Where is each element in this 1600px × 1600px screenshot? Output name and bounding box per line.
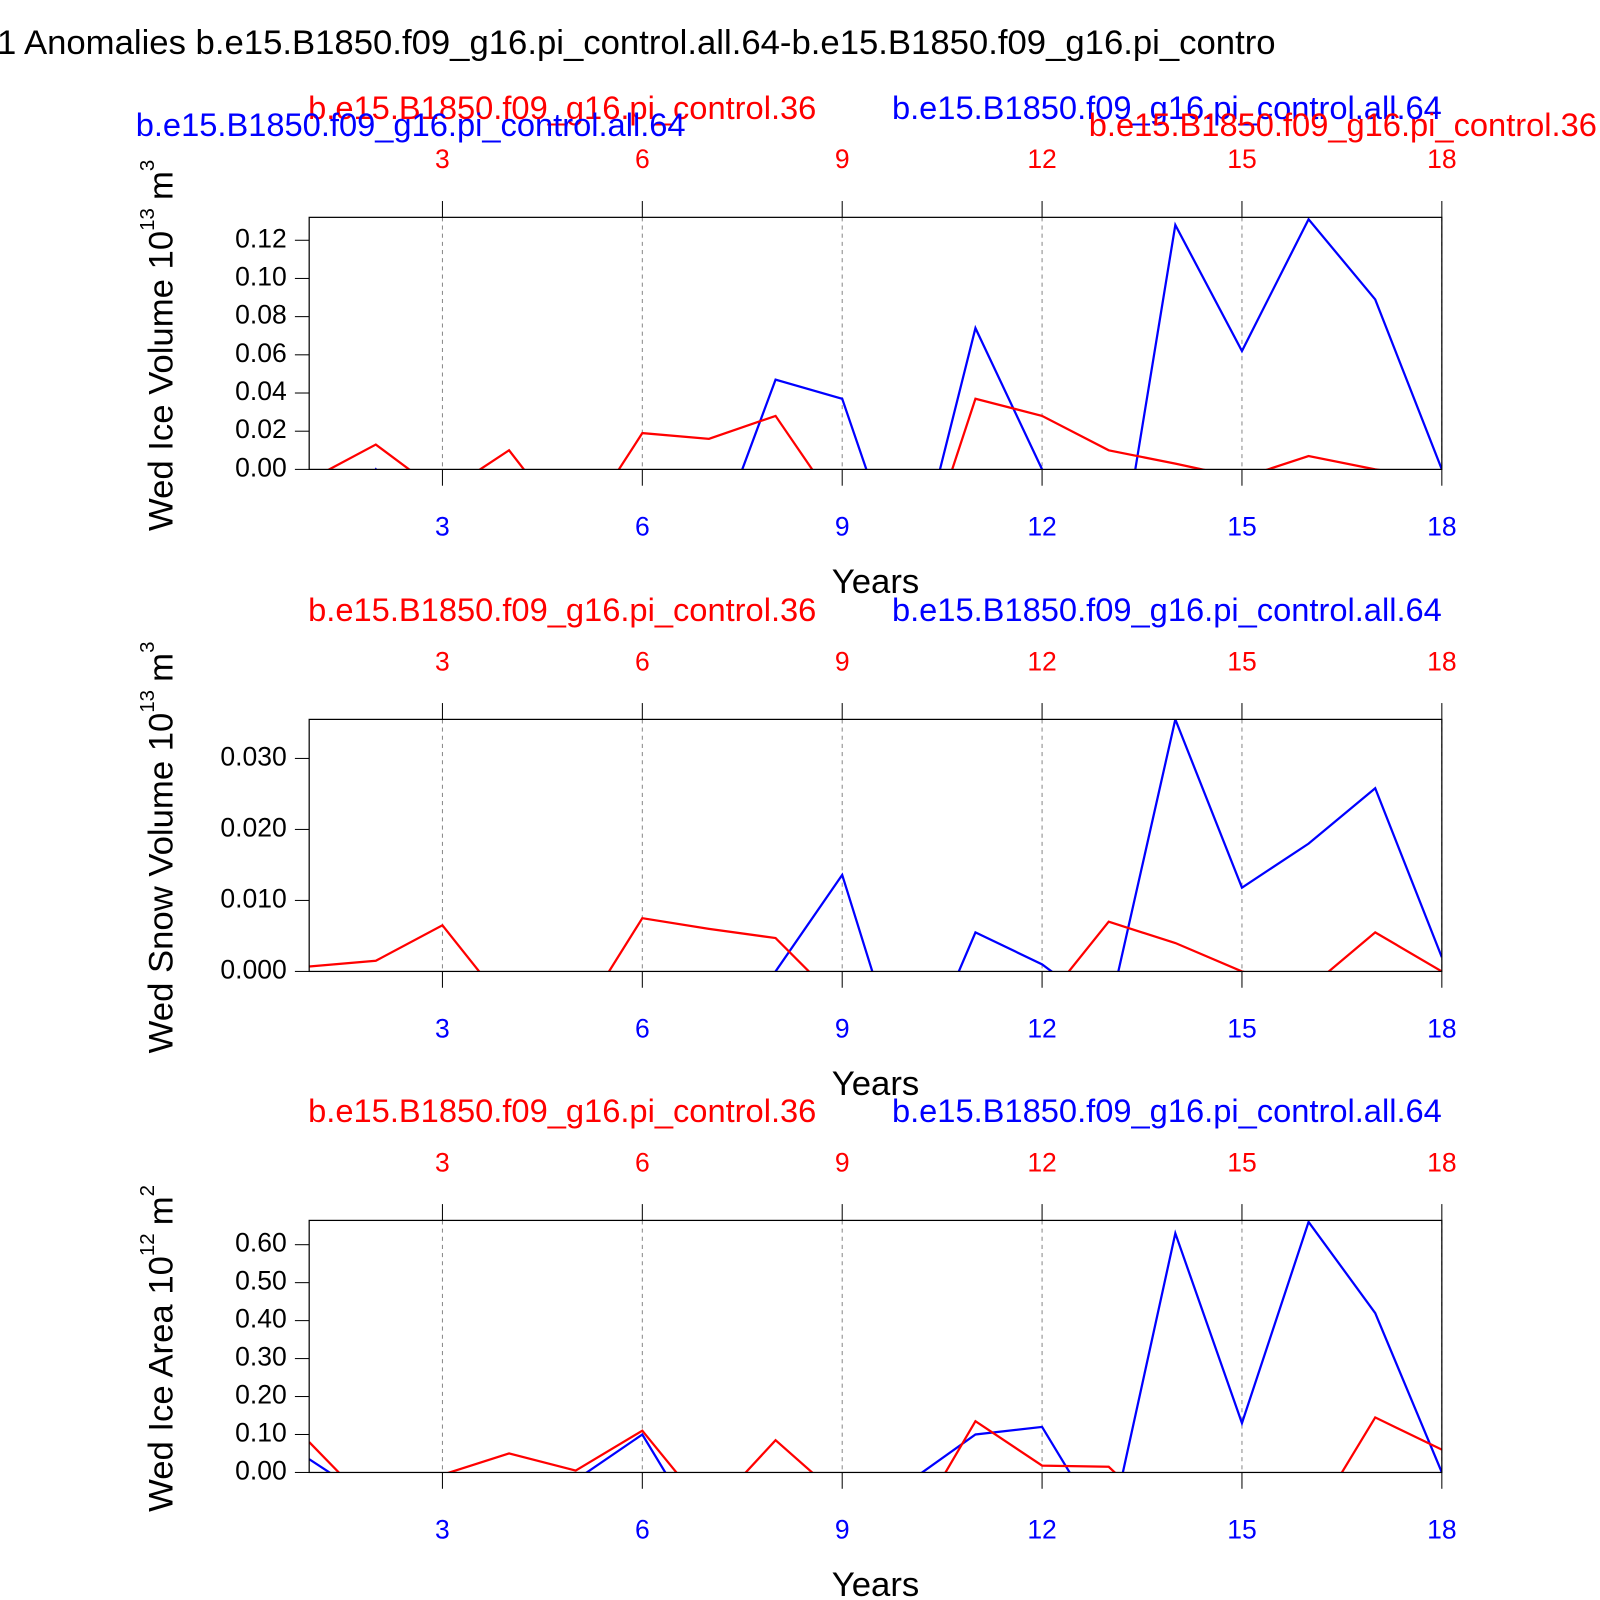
x-axis-label: Years <box>832 1566 919 1600</box>
panel-label: b.e15.B1850.f09_g16.pi_control.36 <box>1089 106 1597 143</box>
x-tick-label: 9 <box>835 1515 850 1545</box>
x-tick-label: 18 <box>1427 1515 1457 1545</box>
series-line <box>309 1415 1442 1473</box>
x-tick-label-top: 12 <box>1027 1147 1057 1177</box>
x-tick-label: 9 <box>835 512 850 542</box>
x-tick-label: 18 <box>1427 512 1457 542</box>
x-axis-label: Years <box>832 1065 919 1103</box>
y-label-exp: 13 <box>137 208 159 231</box>
x-tick-label-top: 3 <box>435 646 450 676</box>
panel-label: b.e15.B1850.f09_g16.pi_control.all.64 <box>136 106 686 143</box>
y-label-unit: m <box>142 1196 180 1225</box>
x-tick-label: 12 <box>1027 512 1057 542</box>
x-tick-label-top: 6 <box>635 1147 650 1177</box>
x-tick-label: 3 <box>435 1515 450 1545</box>
y-tick-label: 0.40 <box>235 1304 287 1334</box>
y-tick-label: 0.030 <box>220 741 286 771</box>
panel-label: b.e15.B1850.f09_g16.pi_control.36 <box>308 591 816 628</box>
y-tick-label: 0.60 <box>235 1228 287 1258</box>
y-tick-label: 0.20 <box>235 1380 287 1410</box>
plot-frame <box>308 718 1443 973</box>
chart-title: 1 Anomalies b.e15.B1850.f09_g16.pi_contr… <box>0 24 1276 62</box>
x-tick-label-top: 6 <box>635 144 650 174</box>
y-tick-label: 0.12 <box>235 223 287 253</box>
series-line <box>309 1220 1442 1473</box>
x-tick-label-top: 9 <box>835 144 850 174</box>
x-tick-label-top: 3 <box>435 144 450 174</box>
y-tick-label: 0.00 <box>235 1455 287 1485</box>
y-label-text: Wed Ice Volume 10 <box>142 231 180 531</box>
x-tick-label-top: 18 <box>1427 144 1457 174</box>
x-tick-label-top: 15 <box>1227 144 1257 174</box>
x-tick-label: 12 <box>1027 1014 1057 1044</box>
y-tick-label: 0.06 <box>235 338 287 368</box>
y-tick-label: 0.02 <box>235 414 287 444</box>
y-label-unit-exp: 2 <box>137 1185 159 1196</box>
y-axis-label: Wed Ice Area 1012 m2 <box>137 1185 180 1512</box>
panel-label: b.e15.B1850.f09_g16.pi_control.36 <box>308 1092 816 1129</box>
x-tick-label: 6 <box>635 1515 650 1545</box>
x-tick-label: 15 <box>1227 1014 1257 1044</box>
x-tick-label-top: 3 <box>435 1147 450 1177</box>
y-tick-label: 0.10 <box>235 261 287 291</box>
y-label-unit: m <box>142 171 180 200</box>
plot-frame <box>308 1219 1443 1474</box>
x-tick-label: 12 <box>1027 1515 1057 1545</box>
x-tick-label: 6 <box>635 1014 650 1044</box>
y-tick-label: 0.10 <box>235 1418 287 1448</box>
panel-label: b.e15.B1850.f09_g16.pi_control.all.64 <box>892 89 1442 126</box>
y-tick-label: 0.50 <box>235 1266 287 1296</box>
x-tick-label-top: 15 <box>1227 646 1257 676</box>
x-tick-label-top: 6 <box>635 646 650 676</box>
x-tick-label: 15 <box>1227 512 1257 542</box>
y-axis-label: Wed Ice Volume 1013 m3 <box>137 160 180 531</box>
x-tick-label-top: 9 <box>835 646 850 676</box>
y-axis-label: Wed Snow Volume 1013 m3 <box>137 642 180 1054</box>
y-tick-label: 0.04 <box>235 376 287 406</box>
y-tick-label: 0.00 <box>235 452 287 482</box>
x-tick-label: 3 <box>435 512 450 542</box>
panel-label: b.e15.B1850.f09_g16.pi_control.all.64 <box>892 591 1442 628</box>
series-line <box>374 217 1442 470</box>
x-tick-label: 15 <box>1227 1515 1257 1545</box>
x-tick-label: 9 <box>835 1014 850 1044</box>
x-tick-label-top: 18 <box>1427 1147 1457 1177</box>
series-line <box>774 719 1442 972</box>
y-label-text: Wed Ice Area 10 <box>142 1256 180 1512</box>
y-label-exp: 13 <box>137 690 159 713</box>
x-axis-label: Years <box>832 563 919 601</box>
y-label-text: Wed Snow Volume 10 <box>142 713 180 1054</box>
y-label-unit: m <box>142 653 180 682</box>
x-tick-label: 18 <box>1427 1014 1457 1044</box>
x-tick-label-top: 18 <box>1427 646 1457 676</box>
x-tick-label: 3 <box>435 1014 450 1044</box>
x-tick-label-top: 12 <box>1027 646 1057 676</box>
x-tick-label-top: 9 <box>835 1147 850 1177</box>
x-tick-label: 6 <box>635 512 650 542</box>
y-tick-label: 0.010 <box>220 883 286 913</box>
y-tick-label: 0.30 <box>235 1342 287 1372</box>
y-label-unit-exp: 3 <box>137 160 159 171</box>
y-tick-label: 0.020 <box>220 812 286 842</box>
panel-label: b.e15.B1850.f09_g16.pi_control.all.64 <box>892 1092 1442 1129</box>
x-tick-label-top: 12 <box>1027 144 1057 174</box>
x-tick-label-top: 15 <box>1227 1147 1257 1177</box>
y-label-unit-exp: 3 <box>137 642 159 653</box>
panel-label: b.e15.B1850.f09_g16.pi_control.36 <box>308 89 816 126</box>
y-label-exp: 12 <box>137 1233 159 1256</box>
series-line <box>326 397 1384 470</box>
plot-frame <box>308 216 1443 471</box>
y-tick-label: 0.000 <box>220 954 286 984</box>
y-tick-label: 0.08 <box>235 300 287 330</box>
